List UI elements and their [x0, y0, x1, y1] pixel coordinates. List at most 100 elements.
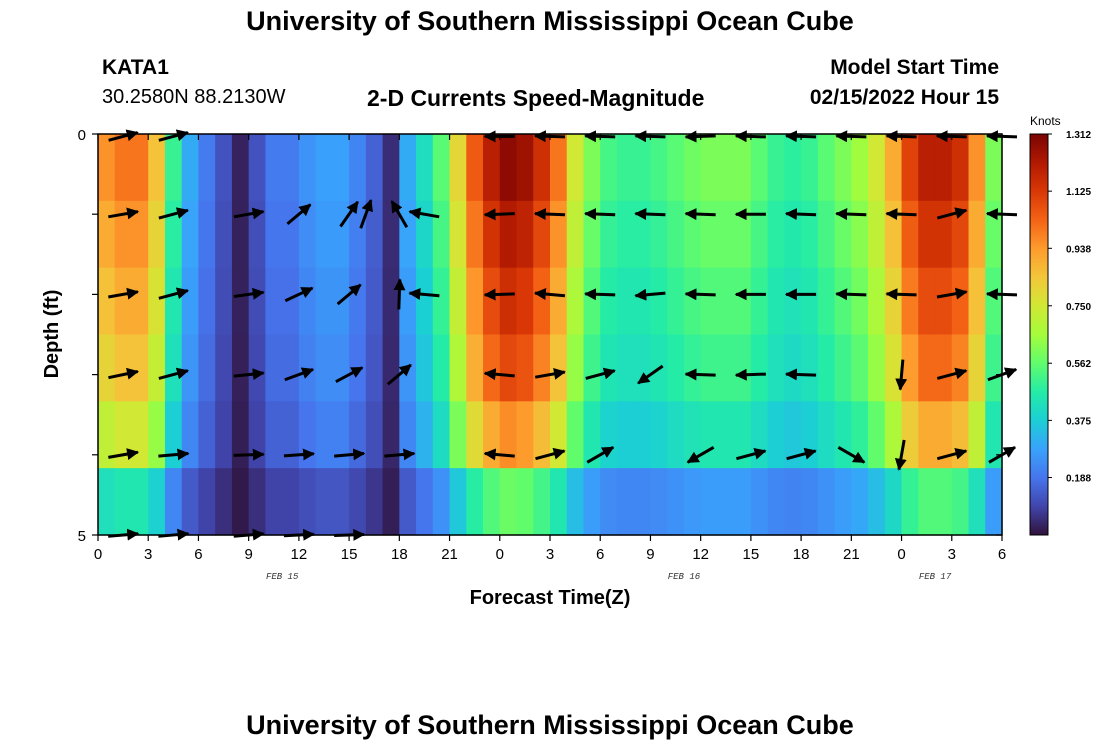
current-vector-arrow [736, 447, 767, 461]
heatmap-cell [98, 134, 116, 202]
heatmap-cell [633, 334, 652, 402]
heatmap-cell [114, 401, 133, 469]
heatmap-cell [382, 468, 400, 536]
heatmap-cell [750, 334, 769, 402]
heatmap-cell [533, 200, 551, 269]
heatmap-cell [851, 334, 869, 402]
heatmap-cell [700, 267, 719, 336]
current-vector-arrow [634, 208, 666, 221]
heatmap-cell [717, 401, 735, 469]
current-vector-arrow [334, 448, 366, 461]
heatmap-cell [566, 468, 585, 536]
heatmap-cell [399, 267, 417, 336]
heatmap-cell [365, 334, 384, 402]
heatmap-cell [583, 267, 601, 336]
heatmap-cell [583, 468, 601, 536]
heatmap-cell [148, 134, 166, 202]
heatmap-cell [131, 468, 149, 536]
heatmap-cell [483, 134, 501, 202]
heatmap-cell [248, 334, 267, 402]
y-axis-label: Depth (ft) [41, 290, 63, 379]
heatmap-cell [817, 267, 836, 336]
heatmap-cell [416, 468, 434, 536]
heatmap-cell [868, 267, 886, 336]
heatmap-cell [968, 468, 986, 536]
heatmap-cell [298, 134, 317, 202]
heatmap-cell [700, 334, 719, 402]
heatmap-cell [416, 200, 434, 269]
heatmap-cell [550, 334, 568, 402]
heatmap-cell [248, 134, 267, 202]
heatmap-cell [198, 334, 216, 402]
colorbar-tick-label: 0.938 [1066, 244, 1091, 255]
heatmap-cell [499, 468, 518, 536]
heatmap-cell [416, 267, 434, 336]
x-tick-label: 6 [998, 546, 1006, 563]
current-vector-arrow [286, 203, 312, 225]
current-vector-arrow [634, 288, 666, 301]
heatmap-cell [767, 401, 785, 469]
heatmap-cell [164, 267, 183, 336]
heatmap-cell [215, 134, 233, 202]
heatmap-cell [416, 134, 434, 202]
heatmap-cell [131, 401, 149, 469]
heatmap-cell [399, 468, 417, 536]
heatmap-cell [248, 200, 267, 269]
heatmap-cell [968, 200, 986, 269]
current-vector-arrow [284, 286, 314, 303]
heatmap-cell [801, 334, 819, 402]
model-start-value: 02/15/2022 Hour 15 [809, 86, 999, 109]
heatmap-cell [231, 468, 250, 536]
heatmap-cell [148, 401, 166, 469]
heatmap-cell [817, 401, 836, 469]
heatmap-cell [851, 468, 869, 536]
heatmap-cell [265, 401, 283, 469]
current-vector-arrow [233, 448, 265, 461]
current-vector-arrow [586, 446, 615, 464]
heatmap-cell [683, 200, 702, 269]
heatmap-cell [767, 200, 785, 269]
heatmap-cell [667, 468, 685, 536]
heatmap-cell [734, 267, 752, 336]
heatmap-cell [550, 401, 568, 469]
heatmap-cell [784, 267, 802, 336]
heatmap-cell [801, 468, 819, 536]
heatmap-cell [533, 468, 551, 536]
current-vector-arrow [335, 366, 364, 383]
current-vector-arrow [483, 208, 515, 221]
x-tick-label: 0 [94, 546, 102, 563]
heatmap-cell [750, 200, 769, 269]
current-vector-arrow [233, 368, 265, 381]
heatmap-cell [164, 401, 183, 469]
current-vector-arrow [108, 448, 140, 460]
heatmap-cell [349, 134, 367, 202]
heatmap-cell [533, 267, 551, 336]
heatmap-cell [968, 334, 986, 402]
heatmap-cell [382, 267, 400, 336]
heatmap-cell [600, 200, 618, 269]
heatmap-cell [817, 200, 836, 269]
heatmap-cell [951, 468, 970, 536]
heatmap-cell [215, 468, 233, 536]
heatmap-cell [583, 334, 601, 402]
current-vector-arrow [686, 446, 715, 464]
current-vector-arrow [533, 288, 566, 301]
x-tick-label: 3 [546, 546, 554, 563]
current-vector-arrow [936, 207, 968, 220]
date-label: FEB 16 [668, 572, 701, 582]
heatmap-cell [215, 334, 233, 402]
heatmap-cell [734, 134, 752, 202]
heatmap-cell [667, 267, 685, 336]
heatmap-cell [817, 134, 836, 202]
heatmap-cell [985, 267, 1003, 336]
heatmap-cell [265, 468, 283, 536]
heatmap-cell [834, 468, 852, 536]
heatmap-cell [231, 200, 250, 269]
colorbar-tick-label: 1.312 [1066, 130, 1091, 141]
heatmap-cell [466, 401, 484, 469]
heatmap-cell [600, 468, 618, 536]
heatmap-cell [298, 267, 317, 336]
heatmap-cell [700, 468, 719, 536]
current-vector-arrow [158, 207, 189, 220]
heatmap-cell [918, 468, 936, 536]
